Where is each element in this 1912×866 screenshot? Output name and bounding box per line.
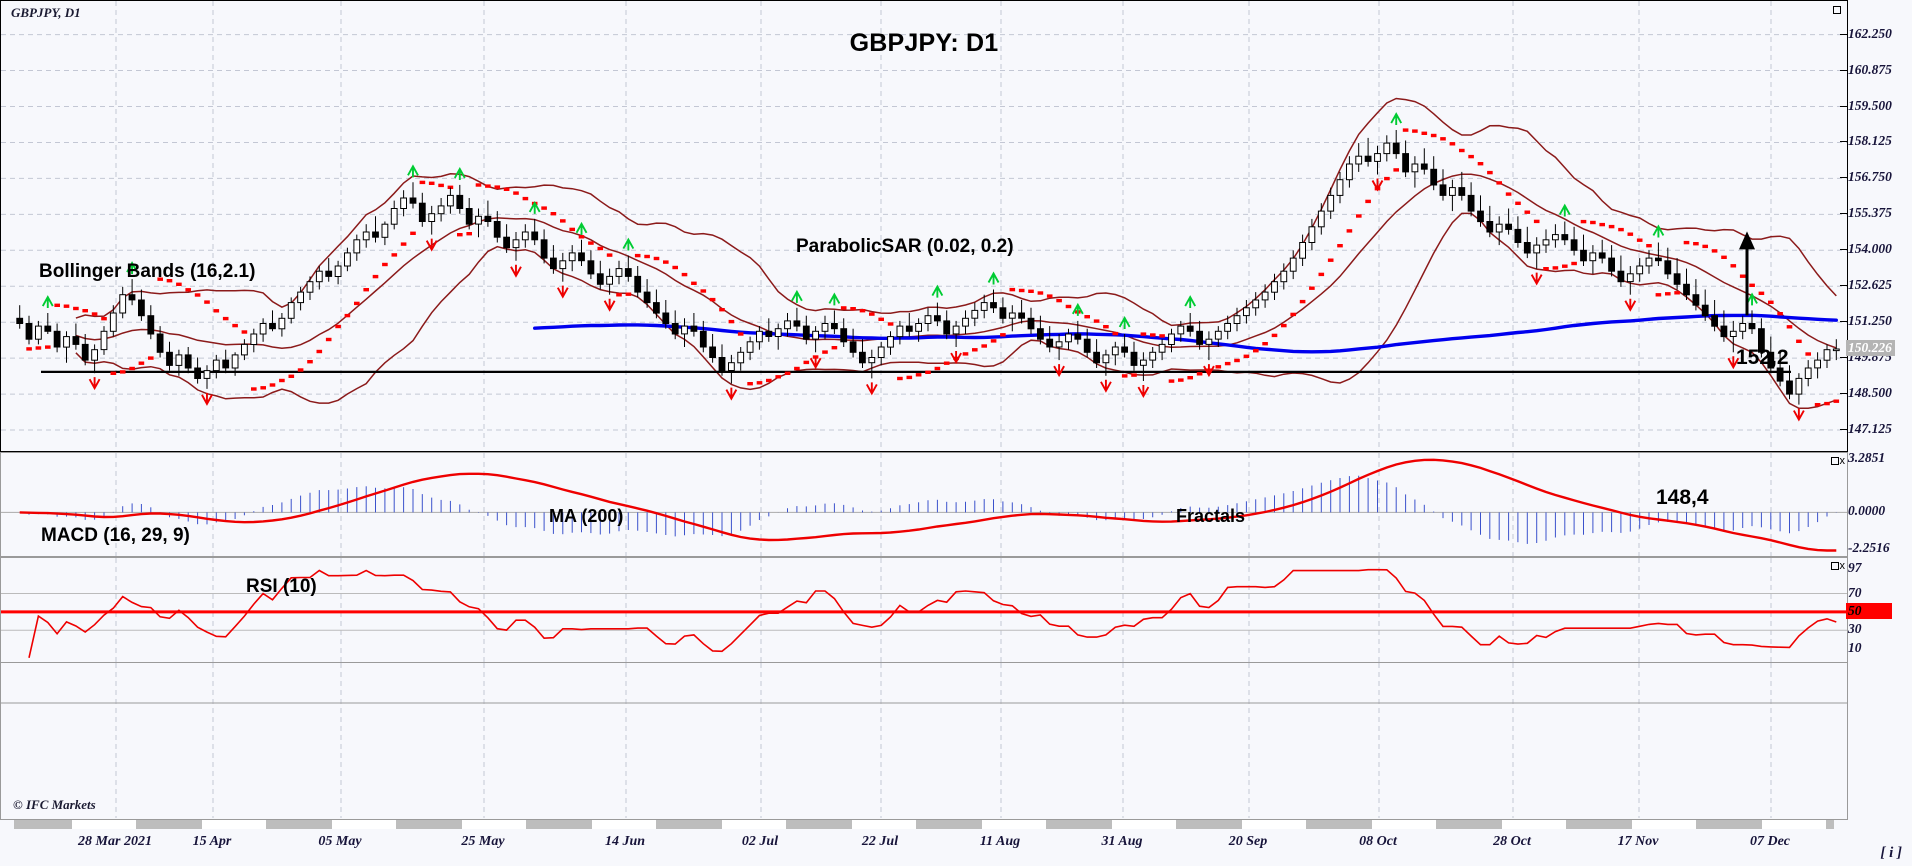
scrollbar-segment[interactable] <box>1632 820 1696 829</box>
date-axis-tick-label: 22 Jul <box>861 834 899 849</box>
axis-tick <box>1840 321 1848 323</box>
date-axis-tick-label: 17 Nov <box>1617 834 1659 849</box>
date-axis-tick-label: 31 Aug <box>1101 834 1143 849</box>
macd-panel[interactable]: MACD (16, 29, 9) x <box>0 452 1848 557</box>
fractals-label: Fractals <box>1176 506 1246 526</box>
price-axis-tick-label: 151.250 <box>1848 313 1892 329</box>
info-button[interactable]: [ i ] <box>1880 845 1902 861</box>
scrollbar-segment[interactable] <box>1112 820 1176 829</box>
scrollbar-segment[interactable] <box>1762 820 1826 829</box>
axis-tick <box>1840 105 1848 107</box>
axis-tick <box>1840 141 1848 143</box>
axis-tick <box>1840 393 1848 395</box>
price-axis-tick-label: 147.125 <box>1848 421 1892 437</box>
macd-plot <box>1 453 1847 556</box>
axis-tick <box>1840 285 1848 287</box>
rsi-axis-tick-label: 30 <box>1848 621 1862 637</box>
price-axis-tick-label: 162.250 <box>1848 25 1892 41</box>
rsi-axis-tick-label: 50 <box>1846 602 1892 619</box>
rsi-axis-tick-label: 97 <box>1848 559 1862 575</box>
rsi-axis-tick-label: 10 <box>1848 639 1862 655</box>
price-axis-tick-label: 155.375 <box>1848 205 1892 221</box>
macd-label: MACD (16, 29, 9) <box>41 525 190 546</box>
date-axis-tick-label: 28 Mar 2021 <box>78 834 152 849</box>
axis-tick <box>1840 177 1848 179</box>
minimize-icon <box>1830 562 1839 571</box>
rsi-panel[interactable]: RSI (10) x <box>0 557 1848 663</box>
parabolic-sar-label: ParabolicSAR (0.02, 0.2) <box>796 236 1014 257</box>
rsi-plot <box>1 558 1847 662</box>
date-axis-tick-label: 25 May <box>461 834 505 849</box>
price-axis-tick-label: 152.625 <box>1848 277 1892 293</box>
rsi-axis-tick-label: 70 <box>1848 584 1862 600</box>
macd-panel-controls[interactable]: x <box>1830 455 1845 468</box>
price-plot <box>1 1 1847 451</box>
date-axis-tick-label: 11 Aug <box>979 834 1021 849</box>
price-panel-minimize-button[interactable] <box>1833 5 1842 15</box>
price-axis-tick-label: 159.500 <box>1848 97 1892 113</box>
macd-axis-tick-label: 0.0000 <box>1848 503 1886 519</box>
horizontal-scrollbar[interactable] <box>14 820 1834 829</box>
axis-tick <box>1840 249 1848 251</box>
close-icon[interactable]: x <box>1839 455 1845 468</box>
scrollbar-segment[interactable] <box>982 820 1046 829</box>
scrollbar-segment[interactable] <box>1372 820 1436 829</box>
axis-tick <box>1840 357 1848 359</box>
price-axis-tick-label: 160.875 <box>1848 61 1892 77</box>
scrollbar-segment[interactable] <box>592 820 656 829</box>
price-axis-tick-label: 156.750 <box>1848 169 1892 185</box>
ma200-label: MA (200) <box>549 506 624 526</box>
price-chart-panel[interactable]: GBPJPY, D1 GBPJPY: D1 Bollinger Bands (1… <box>0 0 1848 526</box>
scrollbar-segment[interactable] <box>72 820 136 829</box>
date-axis-tick-label: 15 Apr <box>192 834 232 849</box>
rsi-axis: 97 70 50 30 10 <box>1846 557 1912 663</box>
price-axis-tick-label: 154.000 <box>1848 241 1892 257</box>
axis-tick <box>1840 429 1848 431</box>
scrollbar-segment[interactable] <box>1502 820 1566 829</box>
macd-axis-tick-label: 3.2851 <box>1848 450 1886 465</box>
scrollbar-segment[interactable] <box>332 820 396 829</box>
scrollbar-segment[interactable] <box>1242 820 1306 829</box>
scrollbar-segment[interactable] <box>202 820 266 829</box>
scrollbar-segment[interactable] <box>852 820 916 829</box>
scrollbar-segment[interactable] <box>722 820 786 829</box>
target-down-label: 148,4 <box>1656 486 1709 509</box>
rsi-panel-controls[interactable]: x <box>1830 560 1845 573</box>
price-axis: 162.250 160.875 159.500 158.125 156.750 155.3… <box>1840 0 1912 452</box>
axis-tick <box>1840 69 1848 71</box>
price-axis-tick-label: 148.500 <box>1848 385 1892 401</box>
date-axis[interactable]: 28 Mar 2021 15 Apr 05 May 25 May 14 Jun 02 Ju… <box>0 820 1848 866</box>
date-axis-tick-label: 07 Dec <box>1749 834 1791 849</box>
symbol-label: GBPJPY, D1 <box>11 5 81 20</box>
date-axis-tick-label: 02 Jul <box>741 834 779 849</box>
date-axis-tick-label: 20 Sep <box>1228 834 1268 849</box>
macd-axis-tick-label: -2.2516 <box>1848 540 1890 555</box>
price-axis-tick-label: 158.125 <box>1848 133 1892 149</box>
lower-chart-area: © IFC Markets <box>0 663 1848 820</box>
page-title: GBPJPY: D1 <box>849 29 999 57</box>
copyright-watermark: © IFC Markets <box>13 797 96 812</box>
macd-axis: 3.2851 0.0000 -2.2516 <box>1848 450 1912 557</box>
date-axis-tick-label: 28 Oct <box>1493 834 1531 849</box>
target-up-label: 152,2 <box>1736 346 1789 369</box>
current-price-badge: 150.226 <box>1846 339 1895 356</box>
date-axis-tick-label: 08 Oct <box>1359 834 1397 849</box>
minimize-icon <box>1830 457 1839 466</box>
axis-tick <box>1840 33 1848 35</box>
axis-tick <box>1840 213 1848 215</box>
date-axis-tick-label: 14 Jun <box>604 834 646 849</box>
rsi-label: RSI (10) <box>246 576 317 597</box>
lower-plot <box>1 663 1847 818</box>
bollinger-bands-label: Bollinger Bands (16,2.1) <box>39 261 256 282</box>
close-icon[interactable]: x <box>1839 560 1845 573</box>
scrollbar-segment[interactable] <box>462 820 526 829</box>
date-axis-tick-label: 05 May <box>318 834 362 849</box>
minimize-icon <box>1833 6 1841 15</box>
